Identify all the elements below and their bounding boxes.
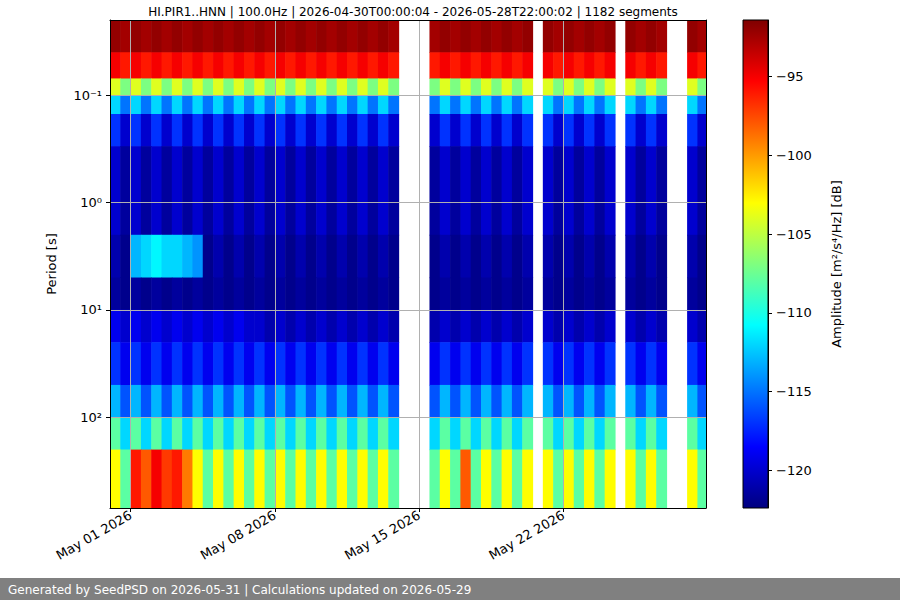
svg-text:−95: −95 (776, 69, 803, 84)
svg-text:May 15 2026: May 15 2026 (342, 508, 423, 563)
svg-text:Generated by SeedPSD on 2026-0: Generated by SeedPSD on 2026-05-31 | Cal… (8, 583, 471, 597)
svg-text:−120: −120 (776, 463, 812, 478)
svg-text:10⁻¹: 10⁻¹ (73, 88, 102, 103)
svg-text:−105: −105 (776, 227, 812, 242)
svg-text:May 01 2026: May 01 2026 (54, 508, 135, 563)
svg-text:−115: −115 (776, 384, 812, 399)
svg-text:Period [s]: Period [s] (44, 233, 59, 295)
svg-text:10⁰: 10⁰ (80, 195, 102, 210)
svg-text:May 08 2026: May 08 2026 (198, 508, 279, 563)
svg-text:HI.PIR1..HNN | 100.0Hz | 2026-: HI.PIR1..HNN | 100.0Hz | 2026-04-30T00:0… (148, 5, 678, 19)
svg-text:10²: 10² (80, 410, 102, 425)
svg-text:Amplitude [m²/s⁴/Hz] [dB]: Amplitude [m²/s⁴/Hz] [dB] (829, 180, 844, 348)
svg-text:May 22 2026: May 22 2026 (486, 508, 567, 563)
svg-text:−100: −100 (776, 148, 812, 163)
svg-text:10¹: 10¹ (80, 302, 102, 317)
svg-text:−110: −110 (776, 305, 812, 320)
